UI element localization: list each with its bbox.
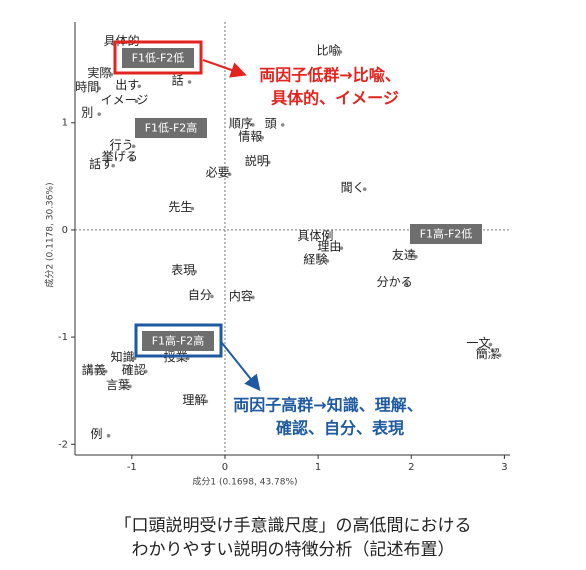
point-label: 分かる <box>377 275 413 289</box>
point <box>111 163 115 168</box>
point-label: 頭 <box>265 116 277 130</box>
point-label: 自分 <box>188 288 212 302</box>
point-label: 別 <box>81 106 93 120</box>
arrow <box>221 342 261 392</box>
point-label: 例 <box>91 427 103 441</box>
point <box>339 246 344 250</box>
point <box>128 384 132 389</box>
group-box <box>122 48 194 68</box>
x-tick-label: 3 <box>501 462 507 473</box>
x-tick-label: -1 <box>127 462 137 473</box>
point <box>193 269 197 274</box>
point <box>130 156 134 160</box>
x-axis-title: 成分1 (0.1698, 43.78%) <box>192 476 297 488</box>
point-label: 一文 <box>466 335 490 350</box>
x-tick-label: 2 <box>408 462 414 473</box>
point <box>204 399 209 404</box>
point <box>414 254 418 259</box>
point-label: 言葉 <box>106 378 130 392</box>
y-tick-label: -2 <box>58 439 68 450</box>
highlight-box <box>134 323 223 358</box>
point-label: 聞く <box>341 181 365 195</box>
point <box>185 356 190 361</box>
group-label: F1高-F2低 <box>420 227 473 241</box>
caption: 「口頭説明受け手意識尺度」の高低間における <box>115 516 472 536</box>
group-box <box>135 118 207 138</box>
point-label: 実際 <box>87 65 111 80</box>
point-label: 簡潔 <box>476 346 500 361</box>
x-tick-label: 0 <box>222 462 228 473</box>
caption: わかりやすい説明の特徴分析（記述布置） <box>132 540 455 560</box>
point-label: 具体的 <box>104 33 140 48</box>
point <box>488 342 493 347</box>
group-label: F1低-F2低 <box>132 52 185 65</box>
x-tick-label: 1 <box>315 462 321 473</box>
group-box <box>410 224 482 244</box>
y-axis-title: 成分2 (0.1178, 30.36%) <box>44 182 56 287</box>
point <box>260 135 265 140</box>
point-label: 必要 <box>206 166 230 180</box>
point-label: 理解 <box>182 393 206 407</box>
point-label: 具体例 <box>297 229 333 243</box>
point-label: 説明 <box>245 153 269 168</box>
point <box>280 123 285 127</box>
point-label: 経験 <box>303 252 327 267</box>
point-label: 順序 <box>229 115 253 130</box>
point <box>131 144 136 149</box>
point-label: イメージ <box>101 93 149 107</box>
point <box>404 281 409 286</box>
point <box>109 72 114 77</box>
point <box>137 84 142 89</box>
point <box>325 259 330 263</box>
point-label: 行う <box>110 138 134 152</box>
point <box>251 295 255 300</box>
point-label: 話 <box>172 73 184 88</box>
point <box>134 99 139 104</box>
point <box>497 353 502 358</box>
point <box>97 112 102 116</box>
point-label: 出す <box>115 78 139 92</box>
point-label: 友達 <box>392 248 416 262</box>
y-tick-label: 1 <box>62 118 68 129</box>
annotation: 両因子高群→知識、理解、 <box>233 396 422 415</box>
point <box>187 80 192 84</box>
point <box>106 433 111 438</box>
point <box>143 369 148 374</box>
point-label: 表現 <box>171 263 195 277</box>
point-label: 比喩 <box>316 43 340 58</box>
group-label: F1低-F2高 <box>145 121 198 135</box>
y-tick-label: 0 <box>62 225 68 236</box>
arrow <box>202 59 247 78</box>
annotation: 両因子低群→比喩、 <box>259 66 400 85</box>
point-label: 内容 <box>229 288 253 303</box>
point <box>190 206 195 211</box>
annotation: 具体的、イメージ <box>271 89 399 108</box>
point-label: 情報 <box>238 129 262 143</box>
point <box>132 356 137 361</box>
group-label: F1高-F2高 <box>152 334 205 348</box>
point-label: 確認 <box>122 362 146 377</box>
point-label: 講義 <box>82 362 106 377</box>
highlight-box <box>113 40 203 75</box>
point <box>97 86 102 91</box>
y-tick-label: -1 <box>58 332 68 343</box>
point <box>227 172 232 176</box>
point <box>338 50 343 54</box>
point <box>266 160 271 165</box>
annotation: 確認、自分、表現 <box>276 419 404 438</box>
point-label: 時間 <box>75 80 99 94</box>
point-label: 挙げる <box>102 150 138 164</box>
point-label: 理由 <box>317 240 341 254</box>
point <box>362 187 367 191</box>
point-label: 知識 <box>111 350 135 364</box>
point <box>103 369 108 374</box>
group-box <box>142 331 214 351</box>
point-label: 話す <box>89 156 113 171</box>
point-label: 先生 <box>168 200 192 214</box>
point <box>210 294 214 299</box>
point <box>251 123 255 127</box>
point <box>325 235 330 240</box>
